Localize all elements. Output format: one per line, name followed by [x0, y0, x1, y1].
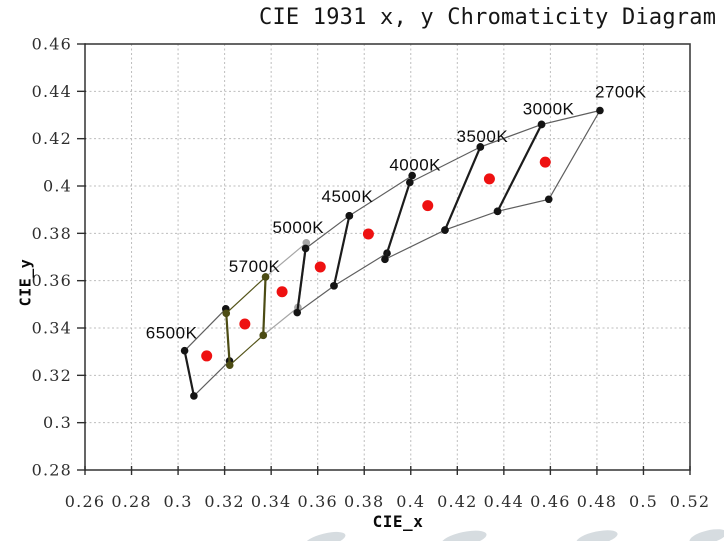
bin-label-5700K: 5700K — [229, 257, 281, 276]
bin-center-5700K — [239, 318, 251, 330]
x-axis-label: CIE_x — [372, 512, 424, 531]
bin-center-4500K — [314, 261, 326, 273]
x-tick-label: 0.4 — [396, 492, 425, 511]
watermark-swoosh — [576, 530, 618, 541]
bin-label-3500K: 3500K — [457, 127, 509, 146]
y-tick-label: 0.3 — [43, 413, 72, 432]
x-tick-label: 0.26 — [65, 492, 105, 511]
bin-center-5000K — [276, 286, 288, 298]
bin-label-3000K: 3000K — [523, 99, 575, 118]
bin-center-4000K — [362, 228, 374, 240]
x-tick-label: 0.3 — [164, 492, 193, 511]
bin-vertex-4500K — [301, 244, 310, 253]
x-tick-label: 0.5 — [629, 492, 658, 511]
bin-boundary-4000K — [332, 215, 351, 287]
x-tick-label: 0.38 — [344, 492, 384, 511]
y-tick-label: 0.4 — [43, 177, 72, 196]
y-tick-label: 0.32 — [32, 366, 72, 385]
x-tick-label: 0.28 — [111, 492, 151, 511]
bin-boundary-2700K — [496, 123, 543, 212]
y-tick-label: 0.34 — [32, 319, 72, 338]
bin-label-4000K: 4000K — [389, 156, 441, 175]
bin-center-6500K — [201, 350, 213, 362]
bin-boundary-4500K — [296, 248, 307, 313]
bin-boundary-3000K — [443, 146, 482, 231]
watermark-swoosh — [441, 530, 487, 541]
bin-center-3000K — [483, 173, 495, 185]
bin-label-5000K: 5000K — [272, 218, 324, 237]
bin-boundary-5700K — [225, 313, 231, 366]
watermark-swoosh — [689, 529, 724, 541]
y-tick-label: 0.42 — [32, 129, 72, 148]
bin-vertex-3000K — [441, 226, 449, 234]
x-tick-label: 0.42 — [437, 492, 477, 511]
bin-label-6500K: 6500K — [146, 324, 198, 343]
bin-vertex-6500K — [190, 392, 198, 400]
bin-label-4500K: 4500K — [322, 187, 374, 206]
x-tick-label: 0.46 — [530, 492, 570, 511]
bin-vertex-2700K — [493, 207, 502, 216]
watermark-swoosh — [304, 531, 346, 541]
y-axis-label: CIE_y — [16, 258, 35, 307]
y-tick-label: 0.38 — [32, 224, 72, 243]
bin-vertex-4500K — [293, 308, 302, 317]
y-tick-label: 0.36 — [32, 271, 72, 290]
bin-vertex-3500K — [381, 255, 389, 264]
bin-vertex-6500K — [180, 346, 189, 355]
bin-vertex-2700K — [596, 106, 604, 115]
bin-vertex-5700K — [225, 361, 234, 369]
x-tick-label: 0.44 — [484, 492, 524, 511]
bin-vertex-2700K — [544, 195, 553, 204]
x-tick-label: 0.48 — [577, 492, 617, 511]
bin-center-3500K — [422, 200, 434, 212]
bin-vertex-5700K — [222, 309, 231, 318]
bin-vertex-2700K — [537, 120, 546, 129]
bin-vertex-3000K — [476, 143, 485, 151]
x-tick-label: 0.36 — [297, 492, 337, 511]
bin-boundary-6500K — [183, 350, 195, 397]
bin-vertex-4000K — [330, 282, 338, 290]
bin-boundary-5700K — [262, 276, 267, 336]
plot-frame — [84, 43, 691, 471]
x-tick-label: 0.52 — [670, 492, 710, 511]
bin-vertex-4000K — [345, 212, 354, 220]
bin-vertex-5000K — [302, 239, 311, 247]
y-tick-label: 0.28 — [32, 461, 72, 480]
chart-title: CIE 1931 x, y Chromaticity Diagram — [259, 5, 717, 30]
x-tick-label: 0.32 — [204, 492, 244, 511]
y-tick-label: 0.46 — [32, 35, 72, 54]
bin-vertex-3500K — [406, 178, 414, 187]
bin-boundary-3500K — [383, 182, 411, 260]
bin-vertex-4000K — [408, 171, 416, 180]
bin-vertex-5700K — [259, 331, 268, 340]
y-tick-label: 0.44 — [32, 82, 72, 101]
bin-center-2700K — [539, 156, 551, 168]
bin-label-2700K: 2700K — [595, 83, 647, 102]
x-tick-label: 0.34 — [251, 492, 291, 511]
bin-vertex-5700K — [261, 273, 270, 281]
